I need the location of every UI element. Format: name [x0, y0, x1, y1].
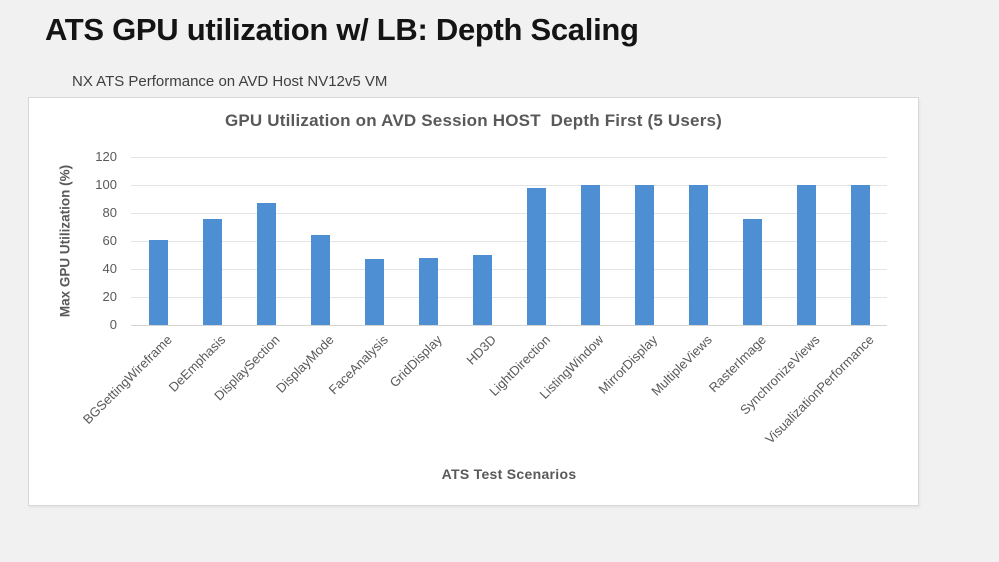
x-tick-label-HD3D: HD3D	[462, 332, 499, 368]
gridline-60	[131, 241, 887, 242]
gridline-100	[131, 185, 887, 186]
y-axis-tick-labels: 0 20 40 60 80 100 120	[29, 149, 121, 332]
bar-GridDisplay	[418, 257, 438, 325]
y-tick-label-40: 40	[102, 261, 117, 276]
chart-panel: GPU Utilization on AVD Session HOST Dept…	[28, 97, 919, 506]
bar-FaceAnalysis	[364, 259, 384, 325]
gridline-0	[131, 325, 887, 326]
y-tick-label-120: 120	[95, 149, 117, 164]
gridline-120	[131, 157, 887, 158]
y-tick-label-100: 100	[95, 177, 117, 192]
bar-HD3D	[472, 255, 492, 325]
bar-DisplaySection	[256, 203, 276, 325]
bar-ListingWindow	[580, 185, 600, 325]
y-tick-label-60: 60	[102, 233, 117, 248]
chart-title: GPU Utilization on AVD Session HOST Dept…	[224, 111, 723, 130]
page-title: ATS GPU utilization w/ LB: Depth Scaling	[45, 12, 639, 47]
gridline-80	[131, 213, 887, 214]
x-tick-label-VisualizationPerformance: VisualizationPerformance	[761, 332, 877, 447]
x-axis-tick-labels: BGSettingWireframe DeEmphasis DisplaySecti…	[80, 325, 887, 457]
x-tick-label-BGSettingWireframe: BGSettingWireframe	[79, 332, 175, 427]
bar-MirrorDisplay	[634, 185, 654, 325]
gridline-40	[131, 269, 887, 270]
bar-DisplayMode	[310, 235, 330, 325]
x-tick-label-GridDisplay: GridDisplay	[386, 332, 445, 391]
plot-area	[131, 157, 887, 326]
bar-SynchronizeViews	[796, 185, 816, 325]
y-tick-label-0: 0	[109, 317, 117, 332]
bar-BGSettingWireframe	[148, 239, 168, 325]
bar-DeEmphasis	[202, 218, 222, 325]
bar-LightDirection	[526, 187, 546, 325]
gridline-20	[131, 297, 887, 298]
bar-VisualizationPerformance	[850, 185, 870, 325]
x-axis-title: ATS Test Scenarios	[441, 466, 577, 482]
y-tick-label-20: 20	[102, 289, 117, 304]
bar-RasterImage	[742, 218, 762, 325]
page-subtitle: NX ATS Performance on AVD Host NV12v5 VM	[72, 73, 388, 90]
y-tick-label-80: 80	[102, 205, 117, 220]
bar-MultipleViews	[688, 185, 708, 325]
